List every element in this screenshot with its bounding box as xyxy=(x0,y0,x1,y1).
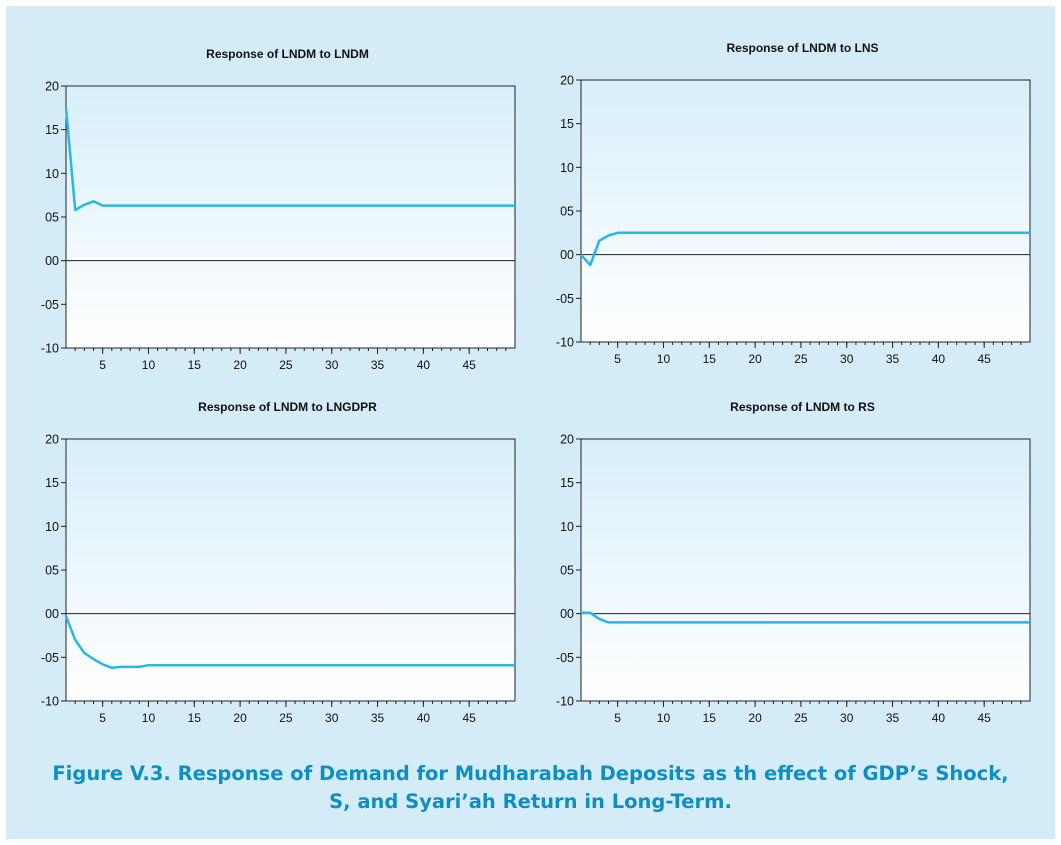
y-tick-label: 15 xyxy=(45,123,59,137)
chart-title: Response of LNDM to LNGDPR xyxy=(198,400,377,414)
x-tick-label: 40 xyxy=(417,358,431,372)
chart-1: Response of LNDM to LNDM 20 15 10 05 00 -05 -10… xyxy=(41,47,516,372)
chart-title: Response of LNDM to LNS xyxy=(727,41,879,55)
x-tick-label: 20 xyxy=(233,711,247,725)
x-tick-label: 45 xyxy=(463,711,477,725)
x-tick-label: 30 xyxy=(325,711,339,725)
y-tick-label: -05 xyxy=(556,292,574,306)
y-tick-label: -05 xyxy=(41,651,59,665)
response-line xyxy=(581,611,1030,624)
x-tick-label: 40 xyxy=(932,352,946,366)
y-tick-label: 10 xyxy=(45,520,59,534)
x-tick-label: 25 xyxy=(794,352,808,366)
chart-3: Response of LNDM to LNGDPR 20 15 10 05 00 -05 -… xyxy=(41,400,516,725)
plot-area xyxy=(65,85,516,349)
x-tick-label: 5 xyxy=(99,358,106,372)
y-tick-label: -05 xyxy=(556,651,574,665)
x-tick-label: 35 xyxy=(886,352,900,366)
y-tick-label: 15 xyxy=(560,476,574,490)
y-tick-label: 10 xyxy=(45,167,59,181)
y-tick-label: 20 xyxy=(560,74,574,88)
x-tick-label: 10 xyxy=(142,711,156,725)
figure-panel: Response of LNDM to LNDM 20 15 10 05 00 -05 -10… xyxy=(6,6,1055,839)
figure-caption: Figure V.3. Response of Demand for Mudha… xyxy=(6,760,1055,816)
x-tick-label: 10 xyxy=(657,711,671,725)
caption-line-1: Figure V.3. Response of Demand for Mudha… xyxy=(52,762,1009,785)
plot-area xyxy=(65,438,516,702)
y-tick-label: -10 xyxy=(556,336,574,350)
charts-canvas: Response of LNDM to LNDM 20 15 10 05 00 -05 -10… xyxy=(41,41,1031,725)
x-tick-label: 5 xyxy=(99,711,106,725)
y-tick-label: 00 xyxy=(560,607,574,621)
y-tick-label: 00 xyxy=(560,248,574,262)
x-tick-label: 15 xyxy=(703,711,717,725)
x-tick-label: 45 xyxy=(978,711,992,725)
y-tick-label: 10 xyxy=(560,520,574,534)
x-tick-label: 10 xyxy=(142,358,156,372)
y-tick-label: 00 xyxy=(45,607,59,621)
y-tick-label: 20 xyxy=(560,433,574,447)
x-tick-label: 20 xyxy=(748,352,762,366)
y-tick-label: 05 xyxy=(560,564,574,578)
y-tick-label: 05 xyxy=(560,205,574,219)
x-tick-label: 35 xyxy=(886,711,900,725)
y-tick-label: 15 xyxy=(560,117,574,131)
x-tick-label: 15 xyxy=(188,711,202,725)
plot-area xyxy=(580,79,1031,343)
x-tick-label: 45 xyxy=(463,358,477,372)
x-tick-label: 30 xyxy=(325,358,339,372)
y-tick-label: 10 xyxy=(560,161,574,175)
x-tick-label: 5 xyxy=(614,352,621,366)
x-tick-label: 15 xyxy=(188,358,202,372)
chart-title: Response of LNDM to LNDM xyxy=(206,47,369,61)
chart-title: Response of LNDM to RS xyxy=(730,400,875,414)
response-line xyxy=(64,107,515,212)
chart-4: Response of LNDM to RS 20 15 10 05 00 -05 -10 5 1… xyxy=(556,400,1031,725)
x-tick-label: 30 xyxy=(840,711,854,725)
x-tick-label: 25 xyxy=(794,711,808,725)
y-tick-label: 05 xyxy=(45,564,59,578)
x-tick-label: 25 xyxy=(279,358,293,372)
x-tick-label: 35 xyxy=(371,358,385,372)
x-tick-label: 40 xyxy=(417,711,431,725)
x-tick-label: 20 xyxy=(233,358,247,372)
x-tick-label: 15 xyxy=(703,352,717,366)
y-tick-label: 20 xyxy=(45,433,59,447)
x-tick-label: 20 xyxy=(748,711,762,725)
x-tick-label: 40 xyxy=(932,711,946,725)
response-line xyxy=(580,231,1030,267)
x-tick-label: 25 xyxy=(279,711,293,725)
x-tick-label: 45 xyxy=(978,352,992,366)
y-tick-label: 15 xyxy=(45,476,59,490)
x-tick-label: 35 xyxy=(371,711,385,725)
x-tick-label: 5 xyxy=(614,711,621,725)
y-tick-label: 05 xyxy=(45,211,59,225)
y-tick-label: 00 xyxy=(45,254,59,268)
y-tick-label: 20 xyxy=(45,80,59,94)
y-tick-label: -05 xyxy=(41,298,59,312)
plot-area xyxy=(580,438,1031,702)
x-tick-label: 10 xyxy=(657,352,671,366)
response-line xyxy=(64,615,515,670)
y-tick-label: -10 xyxy=(41,342,59,356)
caption-line-2: S, and Syari’ah Return in Long-Term. xyxy=(329,790,732,813)
y-tick-label: -10 xyxy=(556,695,574,709)
y-tick-label: -10 xyxy=(41,695,59,709)
chart-2: Response of LNDM to LNS 20 15 10 05 00 -05 -10 5… xyxy=(556,41,1031,366)
x-tick-label: 30 xyxy=(840,352,854,366)
